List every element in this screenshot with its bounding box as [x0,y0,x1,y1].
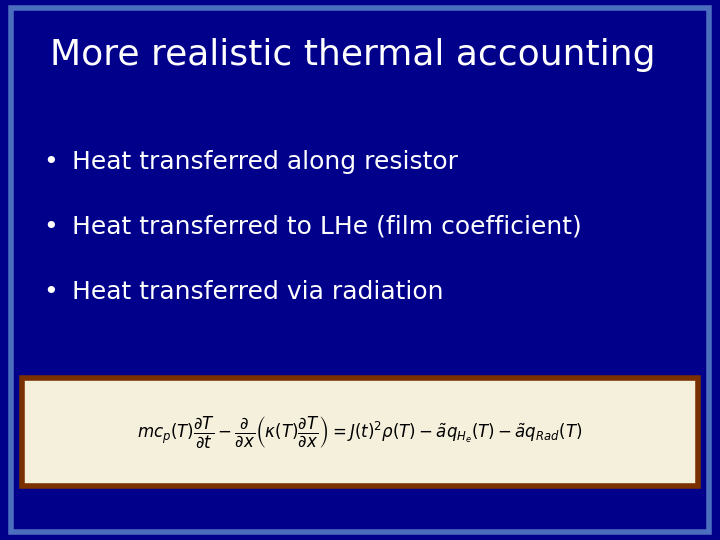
FancyBboxPatch shape [22,378,698,486]
Text: •: • [43,280,58,303]
Text: •: • [43,150,58,174]
Text: $mc_p(T)\dfrac{\partial T}{\partial t} - \dfrac{\partial}{\partial x}\left(\kapp: $mc_p(T)\dfrac{\partial T}{\partial t} -… [138,414,582,450]
Text: More realistic thermal accounting: More realistic thermal accounting [50,38,656,72]
Text: •: • [43,215,58,239]
Text: Heat transferred via radiation: Heat transferred via radiation [72,280,444,303]
Text: Heat transferred along resistor: Heat transferred along resistor [72,150,458,174]
Text: Heat transferred to LHe (film coefficient): Heat transferred to LHe (film coefficien… [72,215,582,239]
